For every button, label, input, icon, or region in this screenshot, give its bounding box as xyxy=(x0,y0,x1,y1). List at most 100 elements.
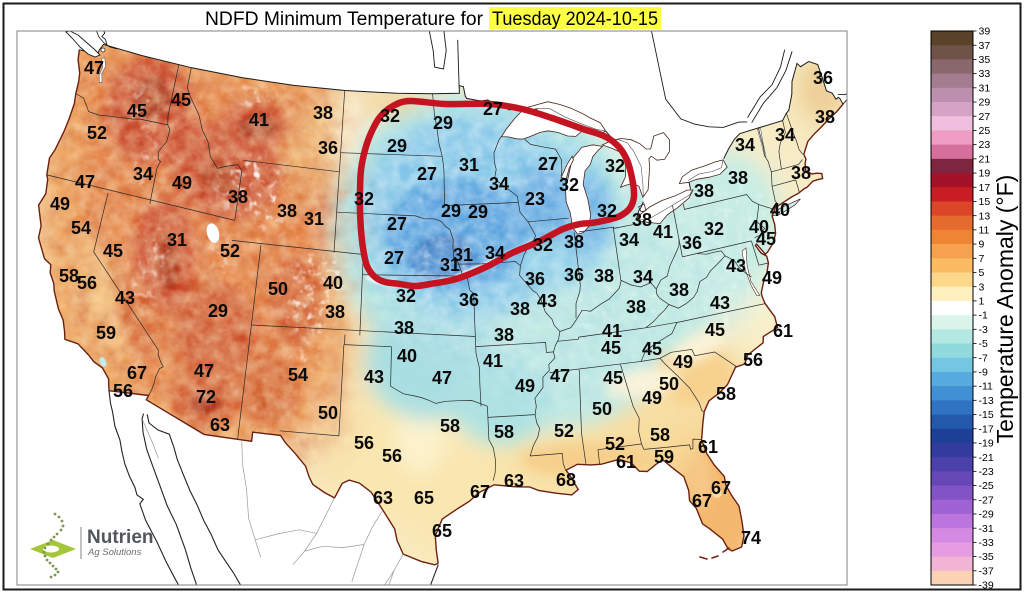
svg-text:36: 36 xyxy=(813,68,833,88)
svg-text:47: 47 xyxy=(550,366,570,386)
svg-text:68: 68 xyxy=(556,470,576,490)
svg-text:31: 31 xyxy=(459,155,479,175)
svg-text:NDFD Minimum Temperature for: NDFD Minimum Temperature for xyxy=(205,9,484,30)
svg-text:40: 40 xyxy=(323,273,343,293)
svg-text:32: 32 xyxy=(396,286,416,306)
svg-text:43: 43 xyxy=(726,256,746,276)
svg-text:67: 67 xyxy=(692,491,712,511)
svg-text:38: 38 xyxy=(632,210,652,230)
svg-text:61: 61 xyxy=(773,321,793,341)
svg-text:40: 40 xyxy=(770,200,790,220)
svg-text:49: 49 xyxy=(762,268,782,288)
svg-text:47: 47 xyxy=(194,361,214,381)
svg-text:38: 38 xyxy=(564,232,584,252)
svg-text:54: 54 xyxy=(288,365,308,385)
svg-text:45: 45 xyxy=(103,241,123,261)
svg-text:29: 29 xyxy=(433,113,453,133)
svg-text:61: 61 xyxy=(698,437,718,457)
svg-text:23: 23 xyxy=(979,139,991,151)
svg-text:32: 32 xyxy=(559,175,579,195)
svg-text:36: 36 xyxy=(459,290,479,310)
svg-text:41: 41 xyxy=(602,321,622,341)
svg-text:38: 38 xyxy=(325,302,345,322)
svg-text:27: 27 xyxy=(538,154,558,174)
svg-text:-35: -35 xyxy=(979,551,994,563)
svg-text:45: 45 xyxy=(756,229,776,249)
svg-text:38: 38 xyxy=(313,103,333,123)
svg-text:38: 38 xyxy=(728,168,748,188)
svg-text:Nutrien: Nutrien xyxy=(87,527,154,548)
svg-text:27: 27 xyxy=(483,99,503,119)
svg-text:29: 29 xyxy=(208,301,228,321)
svg-text:63: 63 xyxy=(373,488,393,508)
svg-text:32: 32 xyxy=(605,156,625,176)
svg-text:34: 34 xyxy=(775,125,795,145)
svg-text:41: 41 xyxy=(483,351,503,371)
svg-text:-19: -19 xyxy=(979,438,994,450)
svg-text:-9: -9 xyxy=(979,367,988,379)
svg-text:61: 61 xyxy=(616,452,636,472)
svg-text:21: 21 xyxy=(979,153,991,165)
svg-text:29: 29 xyxy=(441,201,461,221)
svg-text:27: 27 xyxy=(417,164,437,184)
svg-text:47: 47 xyxy=(75,172,95,192)
svg-text:56: 56 xyxy=(354,433,374,453)
svg-text:38: 38 xyxy=(228,187,248,207)
svg-text:50: 50 xyxy=(318,403,338,423)
svg-text:-17: -17 xyxy=(979,423,994,435)
svg-text:45: 45 xyxy=(603,368,623,388)
svg-text:32: 32 xyxy=(354,189,374,209)
svg-text:52: 52 xyxy=(605,434,625,454)
svg-text:54: 54 xyxy=(71,218,91,238)
svg-text:49: 49 xyxy=(642,388,662,408)
svg-text:1: 1 xyxy=(979,296,985,308)
svg-text:67: 67 xyxy=(127,363,147,383)
svg-text:34: 34 xyxy=(735,135,755,155)
svg-text:72: 72 xyxy=(196,387,216,407)
svg-text:52: 52 xyxy=(554,421,574,441)
svg-text:25: 25 xyxy=(979,125,991,137)
svg-text:11: 11 xyxy=(979,224,990,236)
svg-text:-25: -25 xyxy=(979,480,994,492)
svg-text:52: 52 xyxy=(87,123,107,143)
svg-text:63: 63 xyxy=(210,415,230,435)
svg-text:27: 27 xyxy=(384,248,404,268)
svg-text:31: 31 xyxy=(453,245,473,265)
svg-text:34: 34 xyxy=(633,267,653,287)
svg-text:43: 43 xyxy=(364,367,384,387)
svg-text:59: 59 xyxy=(654,447,674,467)
svg-text:-3: -3 xyxy=(979,324,988,336)
svg-text:-23: -23 xyxy=(979,466,994,478)
svg-text:50: 50 xyxy=(659,374,679,394)
svg-text:Ag Solutions: Ag Solutions xyxy=(87,547,142,558)
svg-text:23: 23 xyxy=(525,189,545,209)
svg-text:29: 29 xyxy=(387,136,407,156)
svg-text:67: 67 xyxy=(711,478,731,498)
svg-text:56: 56 xyxy=(382,446,402,466)
svg-text:-5: -5 xyxy=(979,338,988,350)
svg-text:34: 34 xyxy=(489,174,509,194)
svg-text:-37: -37 xyxy=(979,565,994,577)
svg-text:32: 32 xyxy=(597,201,617,221)
svg-text:58: 58 xyxy=(59,266,79,286)
svg-text:38: 38 xyxy=(626,297,646,317)
svg-text:34: 34 xyxy=(619,230,639,250)
svg-text:-31: -31 xyxy=(979,523,994,535)
svg-text:43: 43 xyxy=(115,288,135,308)
svg-text:45: 45 xyxy=(171,90,191,110)
svg-text:31: 31 xyxy=(304,209,324,229)
svg-text:27: 27 xyxy=(387,214,407,234)
svg-text:67: 67 xyxy=(470,482,490,502)
svg-text:49: 49 xyxy=(50,194,70,214)
svg-text:65: 65 xyxy=(414,488,434,508)
svg-text:32: 32 xyxy=(380,106,400,126)
svg-text:5: 5 xyxy=(979,267,985,279)
svg-text:38: 38 xyxy=(669,280,689,300)
svg-text:38: 38 xyxy=(494,325,514,345)
svg-text:Temperature Anomaly (°F): Temperature Anomaly (°F) xyxy=(992,175,1018,444)
svg-text:58: 58 xyxy=(716,384,736,404)
svg-text:-33: -33 xyxy=(979,537,994,549)
svg-text:38: 38 xyxy=(277,201,297,221)
svg-text:38: 38 xyxy=(791,163,811,183)
svg-text:58: 58 xyxy=(494,422,514,442)
